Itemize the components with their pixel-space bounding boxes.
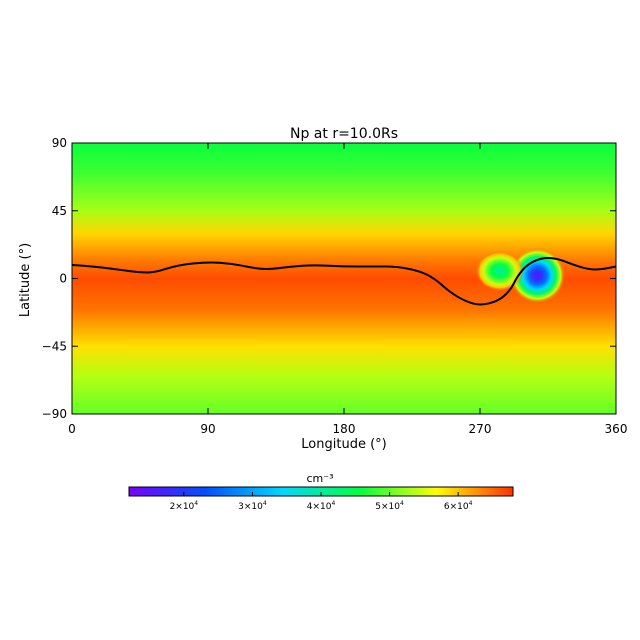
x-tick-label: 180 xyxy=(333,422,356,436)
y-tick-label: 0 xyxy=(59,272,67,286)
colorbar-unit: cm⁻³ xyxy=(307,472,334,485)
colorbar-tick-label: 3×104 xyxy=(238,500,267,512)
y-tick-label: −45 xyxy=(42,339,67,353)
x-axis-label: Longitude (°) xyxy=(301,437,386,452)
colorbar-tick-label: 4×104 xyxy=(307,500,336,512)
colorbar-tick-label: 2×104 xyxy=(170,500,199,512)
colorbar-tick-label: 5×104 xyxy=(375,500,404,512)
chart-title: Np at r=10.0Rs xyxy=(290,126,398,142)
y-axis-label: Latitude (°) xyxy=(18,243,33,317)
x-tick-label: 360 xyxy=(605,422,628,436)
y-tick-label: −90 xyxy=(42,407,67,421)
colorbar-tick-label: 6×104 xyxy=(444,500,473,512)
plot-area xyxy=(72,143,616,414)
y-tick-label: 90 xyxy=(52,136,67,150)
contour-line xyxy=(72,257,616,306)
x-tick-label: 270 xyxy=(469,422,492,436)
x-tick-label: 90 xyxy=(200,422,215,436)
density-feature xyxy=(509,247,566,304)
x-tick-label: 0 xyxy=(68,422,76,436)
density-feature xyxy=(475,250,524,291)
y-tick-label: 45 xyxy=(52,204,67,218)
